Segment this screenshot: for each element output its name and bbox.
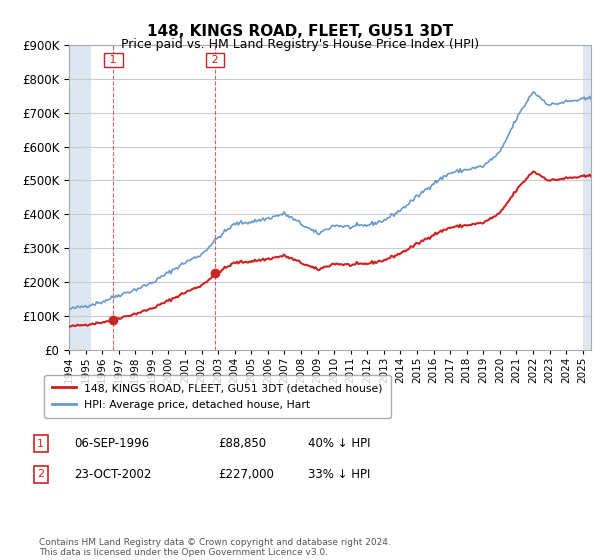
Legend: 148, KINGS ROAD, FLEET, GU51 3DT (detached house), HPI: Average price, detached : 148, KINGS ROAD, FLEET, GU51 3DT (detach… bbox=[44, 375, 391, 418]
Text: £227,000: £227,000 bbox=[218, 468, 274, 481]
Text: 33% ↓ HPI: 33% ↓ HPI bbox=[308, 468, 370, 481]
Bar bbox=[583, 45, 591, 350]
Text: 1: 1 bbox=[37, 438, 44, 449]
Text: 23-OCT-2002: 23-OCT-2002 bbox=[74, 468, 151, 481]
Bar bbox=[69, 45, 91, 350]
Text: 1: 1 bbox=[106, 55, 121, 65]
Text: Price paid vs. HM Land Registry's House Price Index (HPI): Price paid vs. HM Land Registry's House … bbox=[121, 38, 479, 50]
Text: 2: 2 bbox=[37, 469, 44, 479]
Text: 06-SEP-1996: 06-SEP-1996 bbox=[74, 437, 149, 450]
Text: £88,850: £88,850 bbox=[218, 437, 266, 450]
Text: 148, KINGS ROAD, FLEET, GU51 3DT: 148, KINGS ROAD, FLEET, GU51 3DT bbox=[147, 24, 453, 39]
Text: Contains HM Land Registry data © Crown copyright and database right 2024.
This d: Contains HM Land Registry data © Crown c… bbox=[39, 538, 391, 557]
Text: 2: 2 bbox=[208, 55, 222, 65]
Text: 40% ↓ HPI: 40% ↓ HPI bbox=[308, 437, 370, 450]
